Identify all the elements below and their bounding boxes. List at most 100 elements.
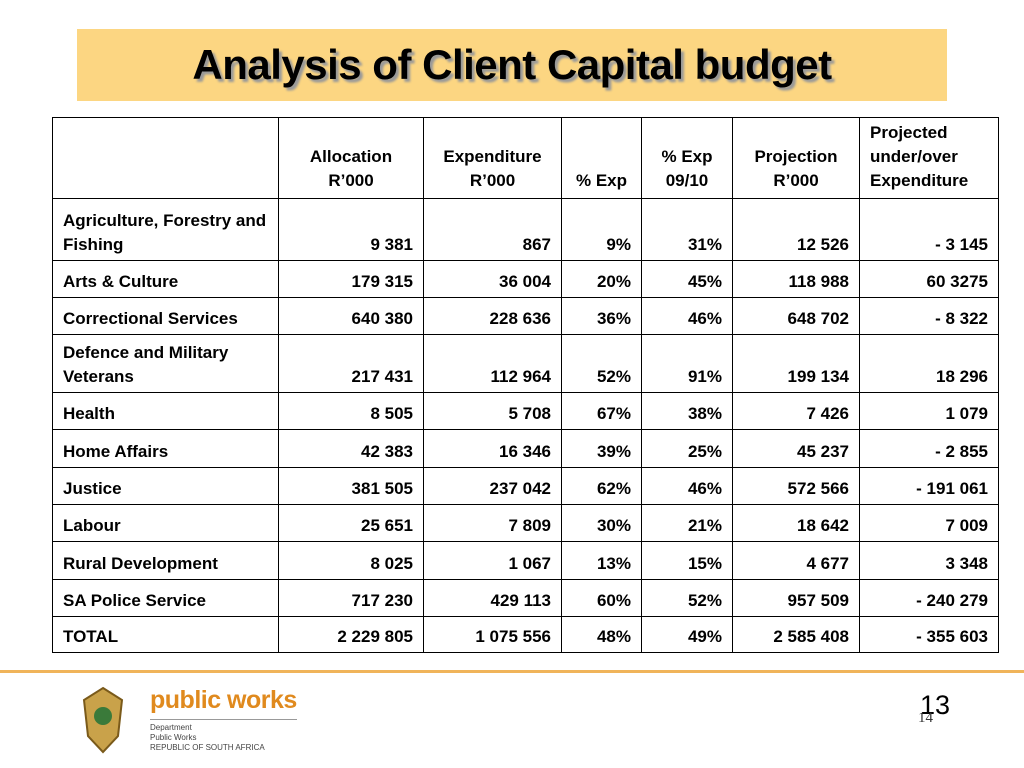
cell: 49% bbox=[641, 616, 733, 653]
header-line: Expenditure bbox=[870, 171, 969, 190]
cell: 381 505 bbox=[278, 467, 424, 505]
row-label: Defence and Military Veterans bbox=[52, 334, 279, 393]
cell: 39% bbox=[561, 429, 642, 468]
cell: 2 229 805 bbox=[278, 616, 424, 653]
page-number: 13 bbox=[920, 690, 951, 720]
logo-line: Department bbox=[150, 723, 192, 732]
table-row: Rural Development 8 025 1 067 13% 15% 4 677 3 … bbox=[52, 541, 999, 580]
cell: 67% bbox=[561, 392, 642, 430]
title-box: Analysis of Client Capital budget bbox=[77, 29, 947, 101]
cell: 228 636 bbox=[423, 297, 562, 335]
cell: 179 315 bbox=[278, 260, 424, 298]
header-cell: % Exp bbox=[561, 117, 642, 199]
cell: 717 230 bbox=[278, 579, 424, 617]
cell: 118 988 bbox=[732, 260, 860, 298]
cell: - 355 603 bbox=[859, 616, 999, 653]
cell: 8 505 bbox=[278, 392, 424, 430]
cell: 20% bbox=[561, 260, 642, 298]
header-line: R’000 bbox=[773, 171, 819, 190]
row-label: Home Affairs bbox=[52, 429, 279, 468]
header-line: Expenditure bbox=[443, 147, 542, 166]
footer-rule bbox=[0, 670, 1024, 673]
logo-line: REPUBLIC OF SOUTH AFRICA bbox=[150, 743, 265, 752]
header-cell bbox=[52, 117, 279, 199]
cell: 18 296 bbox=[859, 334, 999, 393]
cell: 45 237 bbox=[732, 429, 860, 468]
header-line: 09/10 bbox=[665, 171, 709, 190]
header-line: R’000 bbox=[328, 171, 374, 190]
table-row: Defence and Military Veterans 217 431 112 … bbox=[52, 334, 999, 393]
table-row: Agriculture, Forestry and Fishing 9 381 86… bbox=[52, 198, 999, 261]
header-line: % Exp bbox=[575, 171, 628, 190]
cell: 867 bbox=[423, 198, 562, 261]
cell: 48% bbox=[561, 616, 642, 653]
header-row: Allocation R’000 Expenditure R’000% Exp% Ex… bbox=[52, 117, 999, 199]
row-label: Agriculture, Forestry and Fishing bbox=[52, 198, 279, 261]
cell: 237 042 bbox=[423, 467, 562, 505]
cell: 957 509 bbox=[732, 579, 860, 617]
cell: 21% bbox=[641, 504, 733, 542]
cell: 46% bbox=[641, 467, 733, 505]
cell: 112 964 bbox=[423, 334, 562, 393]
cell: 7 426 bbox=[732, 392, 860, 430]
cell: 13% bbox=[561, 541, 642, 580]
table-row: Home Affairs 42 383 16 346 39% 25% 45 237- 2 … bbox=[52, 429, 999, 468]
cell: 7 809 bbox=[423, 504, 562, 542]
cell: 36 004 bbox=[423, 260, 562, 298]
cell: 8 025 bbox=[278, 541, 424, 580]
header-cell: Projection R’000 bbox=[732, 117, 860, 199]
header-cell: % Exp 09/10 bbox=[641, 117, 733, 199]
cell: 62% bbox=[561, 467, 642, 505]
table-row: SA Police Service 717 230 429 113 60% 52% 957… bbox=[52, 579, 999, 617]
logo-text: public works Department Public Works REPUB… bbox=[150, 686, 297, 753]
cell: 25 651 bbox=[278, 504, 424, 542]
table-row: Health 8 505 5 708 67% 38% 7 426 1 079 bbox=[52, 392, 999, 430]
header-cell: Allocation R’000 bbox=[278, 117, 424, 199]
cell: 25% bbox=[641, 429, 733, 468]
row-label: SA Police Service bbox=[52, 579, 279, 617]
header-line: % Exp bbox=[661, 147, 713, 166]
cell: 31% bbox=[641, 198, 733, 261]
table-row: Justice 381 505 237 042 62% 46% 572 566- 191 … bbox=[52, 467, 999, 505]
cell: 7 009 bbox=[859, 504, 999, 542]
logo-title: public works bbox=[150, 686, 297, 714]
header-line: Allocation bbox=[309, 147, 393, 166]
cell: 429 113 bbox=[423, 579, 562, 617]
table-row: Correctional Services 640 380 228 636 36% 46… bbox=[52, 297, 999, 335]
cell: 648 702 bbox=[732, 297, 860, 335]
cell: - 2 855 bbox=[859, 429, 999, 468]
header-line: Projected bbox=[870, 123, 948, 142]
row-label: Arts & Culture bbox=[52, 260, 279, 298]
row-label: Justice bbox=[52, 467, 279, 505]
header-line: under/over bbox=[870, 147, 958, 166]
cell: 18 642 bbox=[732, 504, 860, 542]
cell: 5 708 bbox=[423, 392, 562, 430]
row-label: TOTAL bbox=[52, 616, 279, 653]
cell: 45% bbox=[641, 260, 733, 298]
cell: 1 075 556 bbox=[423, 616, 562, 653]
cell: 9% bbox=[561, 198, 642, 261]
cell: - 240 279 bbox=[859, 579, 999, 617]
cell: 38% bbox=[641, 392, 733, 430]
cell: 640 380 bbox=[278, 297, 424, 335]
budget-table: Allocation R’000 Expenditure R’000% Exp% Ex… bbox=[52, 117, 999, 653]
header-cell: Projected under/over Expenditure bbox=[859, 117, 999, 199]
cell: 1 079 bbox=[859, 392, 999, 430]
cell: 9 381 bbox=[278, 198, 424, 261]
cell: 12 526 bbox=[732, 198, 860, 261]
cell: 16 346 bbox=[423, 429, 562, 468]
cell: 52% bbox=[641, 579, 733, 617]
cell: - 8 322 bbox=[859, 297, 999, 335]
cell: 36% bbox=[561, 297, 642, 335]
cell: 4 677 bbox=[732, 541, 860, 580]
header-line: R’000 bbox=[469, 171, 516, 190]
cell: 42 383 bbox=[278, 429, 424, 468]
logo-line: Public Works bbox=[150, 733, 197, 742]
cell: 60 3275 bbox=[859, 260, 999, 298]
cell: 46% bbox=[641, 297, 733, 335]
header-cell: Expenditure R’000 bbox=[423, 117, 562, 199]
row-label: Health bbox=[52, 392, 279, 430]
cell: 15% bbox=[641, 541, 733, 580]
cell: 217 431 bbox=[278, 334, 424, 393]
